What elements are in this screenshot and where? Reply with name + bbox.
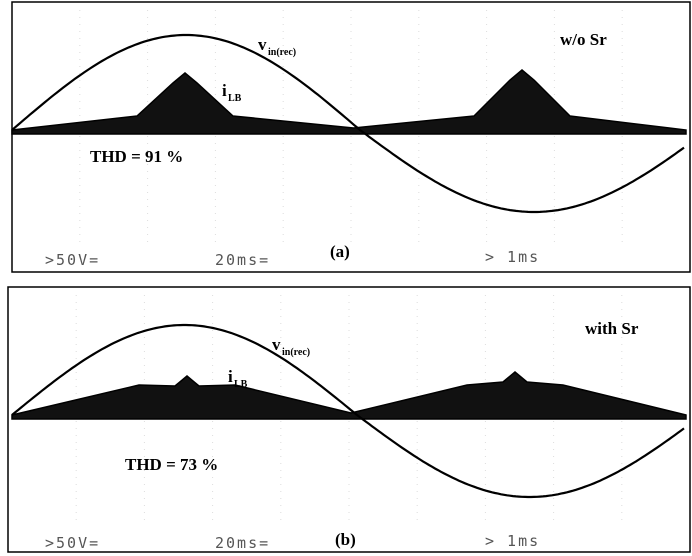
panel-label: (b) xyxy=(335,530,356,549)
voltage-label: v xyxy=(272,335,281,354)
current-label: i xyxy=(222,81,227,100)
scope-readout: 20ms= xyxy=(215,251,270,269)
figure: vin(rec)iLBw/o SrTHD = 91 %(a)>50V=20ms=… xyxy=(0,0,692,556)
scope-readout: >50V= xyxy=(45,251,100,269)
voltage-subscript: in(rec) xyxy=(268,47,296,58)
thd-label: THD = 73 % xyxy=(125,455,218,474)
voltage-subscript: in(rec) xyxy=(282,347,310,358)
current-waveform xyxy=(12,70,686,134)
thd-label: THD = 91 % xyxy=(90,147,183,166)
current-label: i xyxy=(228,367,233,386)
scope-readout: > 1ms xyxy=(485,248,540,266)
condition-label: with Sr xyxy=(585,319,639,338)
panel-label: (a) xyxy=(330,242,350,261)
scope-readout: > 1ms xyxy=(485,532,540,550)
current-subscript: LB xyxy=(228,93,242,104)
scope-readout: >50V= xyxy=(45,534,100,552)
voltage-label: v xyxy=(258,35,267,54)
scope-readout: 20ms= xyxy=(215,534,270,552)
condition-label: w/o Sr xyxy=(560,30,607,49)
current-subscript: LB xyxy=(234,379,248,390)
